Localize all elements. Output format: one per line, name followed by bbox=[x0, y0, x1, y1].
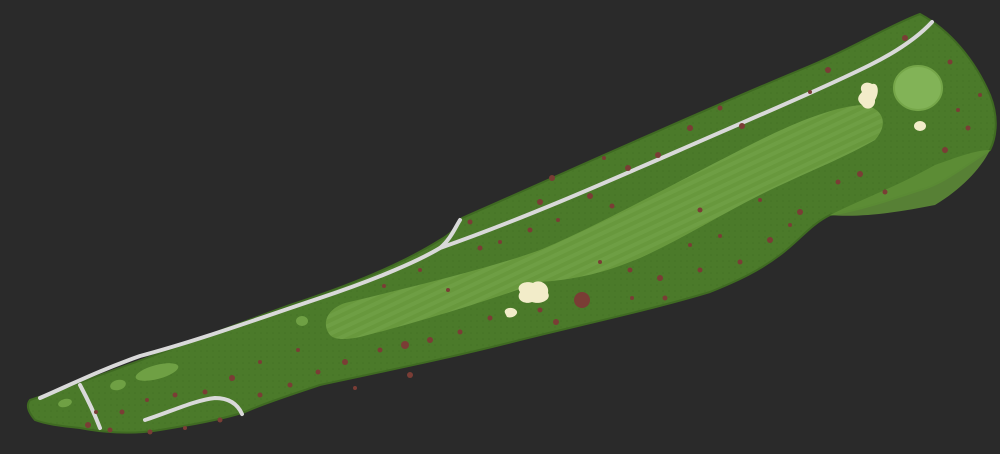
tree-dot bbox=[147, 429, 153, 435]
tree-dot bbox=[598, 260, 602, 264]
tree-dot bbox=[625, 165, 631, 171]
tree-dot bbox=[978, 93, 982, 97]
tree-dot bbox=[287, 382, 293, 388]
tree-dot bbox=[446, 288, 450, 292]
tree-dot bbox=[467, 219, 473, 225]
bunker-greenside-2 bbox=[914, 121, 926, 131]
tree-dot bbox=[342, 359, 348, 365]
tree-dot bbox=[808, 90, 812, 94]
cart-path-main bbox=[38, 20, 934, 400]
tree-dot bbox=[258, 360, 262, 364]
tee-box-4 bbox=[296, 316, 308, 326]
tree-dot bbox=[527, 227, 533, 233]
tree-dot bbox=[145, 398, 149, 402]
tree-dot bbox=[947, 59, 953, 65]
bunker-fairway-1 bbox=[518, 281, 549, 303]
tree-dot bbox=[382, 284, 386, 288]
tree-dot bbox=[556, 218, 560, 222]
tree-dot bbox=[662, 295, 668, 301]
tree-dot bbox=[85, 422, 91, 428]
tree-dot bbox=[574, 292, 590, 308]
tree-dot bbox=[788, 223, 792, 227]
tree-dot bbox=[717, 105, 723, 111]
tree-dot bbox=[353, 386, 357, 390]
tree-dot bbox=[587, 193, 593, 199]
tree-dot bbox=[537, 199, 543, 205]
tree-dot bbox=[627, 267, 633, 273]
tree-dot bbox=[119, 409, 125, 415]
tree-dot bbox=[687, 125, 693, 131]
tree-dot bbox=[377, 347, 383, 353]
tee-box-1 bbox=[135, 363, 179, 381]
tree-dot bbox=[602, 156, 606, 160]
tree-dot bbox=[407, 372, 413, 378]
tree-dot bbox=[718, 234, 722, 238]
tree-dot bbox=[825, 67, 831, 73]
tree-dot bbox=[630, 296, 634, 300]
tree-dot bbox=[107, 427, 113, 433]
tree-dot bbox=[401, 341, 409, 349]
fairway-area bbox=[325, 105, 883, 340]
bunker-greenside-1 bbox=[858, 82, 878, 109]
cart-path-spur bbox=[438, 218, 462, 250]
tee-box-2 bbox=[110, 379, 126, 391]
tree-dot bbox=[697, 267, 703, 273]
tree-dot bbox=[477, 245, 483, 251]
tree-dot bbox=[797, 209, 803, 215]
tree-dot bbox=[655, 152, 661, 158]
tree-dot bbox=[767, 237, 773, 243]
tree-dot bbox=[739, 123, 745, 129]
tree-dot bbox=[835, 179, 841, 185]
tree-dot bbox=[688, 243, 692, 247]
tree-dot bbox=[549, 175, 555, 181]
tree-dot bbox=[183, 426, 187, 430]
tee-boxes bbox=[58, 316, 308, 408]
tree-dot bbox=[758, 198, 762, 202]
tree-dot bbox=[553, 319, 559, 325]
tree-dot bbox=[427, 337, 433, 343]
bunkers bbox=[504, 82, 926, 318]
tree-dot bbox=[457, 329, 463, 335]
cart-path-branch bbox=[78, 383, 102, 430]
tree-dot bbox=[657, 275, 663, 281]
green-area bbox=[893, 65, 943, 111]
bunker-fairway-2 bbox=[504, 307, 518, 318]
tree-dot bbox=[229, 375, 235, 381]
tree-dot bbox=[737, 259, 743, 265]
tree-dot bbox=[942, 147, 948, 153]
tree-dot bbox=[902, 35, 908, 41]
tree-dot bbox=[498, 240, 502, 244]
cart-path bbox=[38, 20, 934, 430]
tree-dot bbox=[315, 369, 321, 375]
tree-dot bbox=[94, 410, 98, 414]
tee-box-3 bbox=[58, 398, 72, 408]
tree-dot bbox=[609, 203, 615, 209]
tree-dot bbox=[956, 108, 960, 112]
tree-dot bbox=[857, 171, 863, 177]
tree-dot bbox=[418, 268, 422, 272]
tree-dot bbox=[965, 125, 971, 131]
tree-dot bbox=[537, 307, 543, 313]
tree-dot bbox=[882, 189, 888, 195]
tree-dot bbox=[202, 389, 208, 395]
tree-dot bbox=[257, 392, 263, 398]
cart-path-lower bbox=[143, 395, 244, 422]
tree-dot bbox=[296, 348, 300, 352]
tree-dot bbox=[487, 315, 493, 321]
tree-dot bbox=[697, 207, 703, 213]
tree-dot bbox=[217, 417, 223, 423]
slope-area bbox=[830, 150, 990, 216]
tree-dot bbox=[172, 392, 178, 398]
trees bbox=[85, 35, 982, 435]
